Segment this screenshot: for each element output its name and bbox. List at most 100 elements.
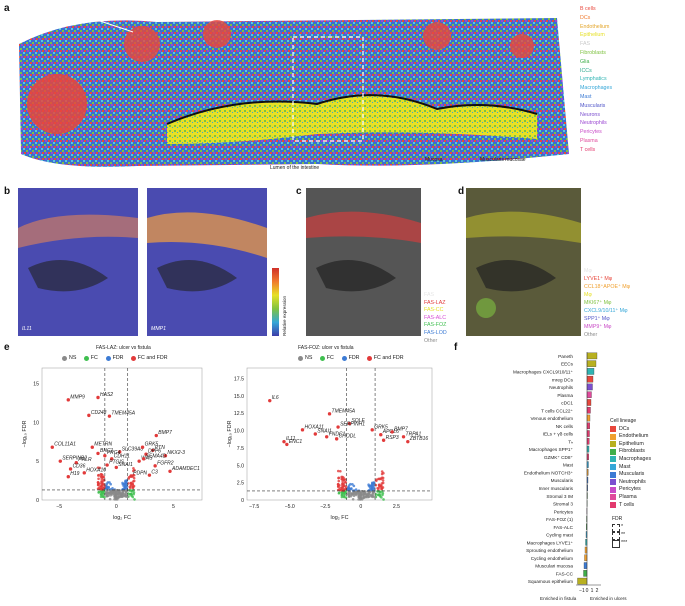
xlabel-ulcers: Enriched in ulcers	[590, 596, 627, 601]
volcano2-bg-point-147	[340, 486, 344, 489]
volcano1-legend-dot-3	[130, 356, 136, 361]
bar-label-23: Cycling mast	[546, 533, 574, 538]
volcano2-point-IL11	[282, 439, 286, 444]
bar-label-11: Tₕ	[568, 439, 573, 444]
volcano1-bg-point-251	[121, 489, 124, 493]
volcano2-bg-point-245	[348, 490, 352, 493]
volcano2-label-IL6: IL6	[272, 395, 279, 401]
volcano2-bg-point-255	[352, 494, 356, 498]
volcano2-bg-point-160	[380, 484, 383, 488]
volcano2-bg-point-155	[382, 498, 385, 501]
volcano1-bg-point-258	[105, 492, 109, 495]
bar-xtick-3: 2	[596, 588, 599, 594]
volcano2-xtick-3: 0	[359, 504, 362, 510]
panel-label-a: a	[4, 3, 10, 14]
volcano2-ytick-1: 2.5	[237, 481, 244, 487]
volcano2-point-SERPINH1	[336, 425, 340, 429]
il11-gene-label: IL11	[22, 326, 32, 332]
il11-expression-image	[18, 188, 138, 336]
volcano1-xtick-2: 5	[172, 504, 175, 510]
volcano1-point-MMP9	[66, 398, 70, 402]
bar-label-24: Macrophages LYVE1⁺	[527, 540, 574, 545]
volcano2-label-ZBTB16: ZBTB16	[409, 436, 429, 442]
volcano2-bg-point-254	[341, 479, 344, 483]
volcano2-point-RSP3	[381, 438, 386, 442]
volcano1-point-CD36	[68, 467, 73, 471]
volcano2-label-SERPINH1: SERPINH1	[340, 422, 365, 428]
volcano2-label-SQLE: SQLE	[351, 418, 365, 424]
volcano2-label-IL11: IL11	[286, 436, 296, 442]
bar-label-1: EECs	[561, 362, 574, 367]
volcano1-bg-point-230	[100, 473, 103, 476]
lineage-swatch-0	[610, 426, 616, 432]
bar-label-6: cDC1	[561, 401, 573, 406]
bar-label-8: Venous endothelium	[531, 416, 574, 421]
volcano2-bg-point-211	[376, 493, 380, 497]
lineage-label-0: DCs	[619, 425, 630, 432]
bar-xtick-1: 0	[586, 588, 589, 594]
volcano2-bg-point-219	[379, 477, 382, 480]
volcano1-bg-point-192	[111, 486, 114, 490]
volcano1-bg-point-259	[120, 492, 124, 496]
volcano1-point-COL11A1	[50, 445, 54, 449]
volcano2-legend-dot-2	[341, 356, 347, 361]
volcano1-label-CDH11: CDH11	[114, 453, 130, 459]
volcano1-point-PTGIS	[105, 463, 109, 467]
fas-subtype-image	[306, 188, 421, 336]
volcano2-bg-point-230	[341, 475, 344, 479]
cell-type-legend-item-12: Neurons	[580, 111, 601, 118]
mac-legend-item-7: MMP9⁺ Mφ	[584, 324, 612, 330]
fas-legend-item-4: FAS-FOZ	[424, 322, 447, 329]
lineage-label-1: Endothelium	[619, 433, 649, 440]
volcano2-label-ENC1: ENC1	[289, 439, 303, 445]
volcano1-bg-point-76	[108, 497, 112, 501]
fdr-label-2: ***	[621, 539, 628, 546]
mmp1-expression-image	[147, 188, 267, 336]
volcano2-ytick-2: 5.0	[237, 463, 244, 469]
fas-legend-item-6: Other	[424, 337, 438, 344]
cell-type-legend-item-5: Fibroblasts	[580, 50, 606, 56]
volcano1-bg-point-186	[129, 484, 133, 488]
volcano1-label-PTGIS: PTGIS	[109, 460, 125, 466]
volcano1-point-SERPINB2	[58, 459, 62, 463]
lineage-label-10: T cells	[619, 501, 635, 508]
volcano1-label-WAS: WAS	[141, 456, 153, 462]
volcano1-label-HAS2: HAS2	[100, 392, 113, 398]
volcano1-point-BNC1	[96, 451, 100, 456]
cell-type-legend-item-6: Glia	[580, 58, 590, 65]
fas-legend-item-2: FAS-CC	[424, 307, 444, 314]
volcano2-bg-point-223	[362, 496, 366, 500]
volcano2-point-BMP7	[390, 430, 394, 434]
volcano1-bg-point-223	[117, 496, 121, 499]
volcano2-bg-point-258	[348, 492, 351, 496]
bar-6	[586, 399, 592, 406]
volcano1-bg-point-148	[96, 466, 100, 469]
bar-label-15: Endothelium NOTCH3⁺	[524, 470, 574, 475]
volcano1-xtick-1: 0	[115, 504, 118, 510]
volcano1-point-SNAI1	[114, 465, 118, 470]
fdr-swatch-0	[612, 524, 620, 532]
volcano2-legend-dot-3	[366, 356, 372, 361]
lineage-label-8: Pericytes	[619, 486, 641, 493]
bar-label-13: GZMK⁺ CD8⁺	[544, 455, 574, 460]
volcano1-bg-point-231	[111, 490, 115, 494]
volcano1-label-TMEM45A: TMEM45A	[111, 411, 135, 417]
bar-10	[586, 430, 590, 437]
volcano2-legend-label-3: FC and FDR	[373, 355, 404, 361]
colorbar-label: Relative expression	[282, 295, 287, 336]
lineage-swatch-3	[610, 448, 616, 455]
volcano1-legend-label-2: FDR	[112, 355, 124, 361]
volcano2-bg-point-241	[358, 498, 362, 501]
bar-xtick-2: 1	[591, 588, 594, 594]
bar-8	[586, 414, 591, 422]
cell-type-legend-item-3: Epithelium	[580, 32, 605, 39]
bar-27	[583, 562, 588, 569]
volcano1-point-GRK5	[140, 445, 145, 449]
volcano1-ytick-0: 0	[36, 498, 39, 504]
volcano1-bg-point-178	[105, 494, 109, 498]
volcano1-bg-point-203	[96, 487, 100, 490]
volcano2-point-TMEM45A	[327, 412, 332, 416]
volcano1-bg-point-254	[100, 477, 104, 481]
il11-expression-svg	[18, 214, 138, 292]
volcano2-bg-point-243	[361, 492, 365, 496]
